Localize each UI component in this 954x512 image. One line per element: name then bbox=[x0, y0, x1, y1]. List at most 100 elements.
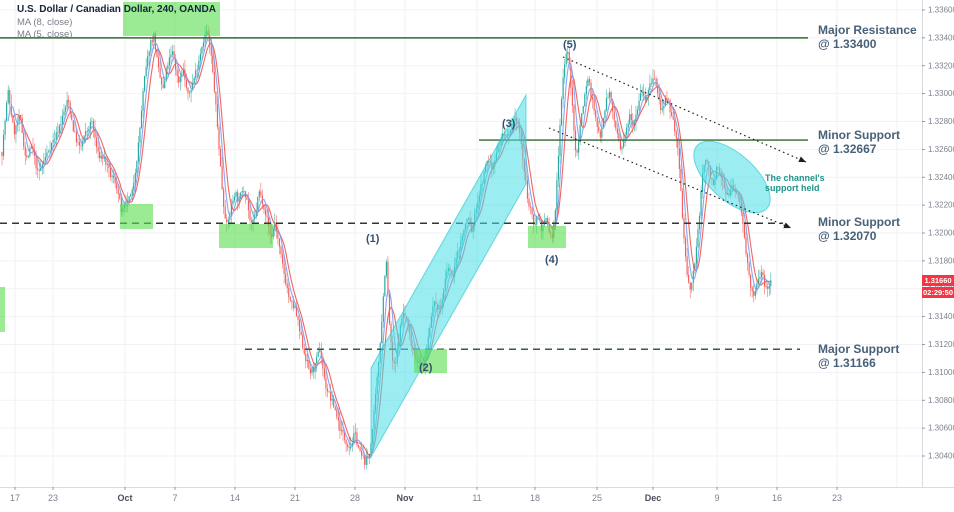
candle-down bbox=[657, 86, 659, 94]
candle-down bbox=[671, 112, 673, 116]
wave-label-5[interactable]: (5) bbox=[563, 39, 577, 51]
time-tick-label: 21 bbox=[290, 493, 300, 503]
candle-up bbox=[83, 135, 85, 142]
symbol-title[interactable]: U.S. Dollar / Canadian Dollar, 240, OAND… bbox=[17, 4, 216, 15]
candle-up bbox=[622, 139, 625, 148]
candle-up bbox=[756, 283, 758, 291]
candle-down bbox=[12, 115, 14, 122]
dotted-trendlines[interactable] bbox=[548, 56, 807, 231]
candle-down bbox=[591, 97, 594, 100]
candle-down bbox=[336, 409, 338, 417]
annotation-major-support[interactable]: Major Support @ 1.31166 bbox=[818, 342, 899, 370]
candle-down bbox=[333, 398, 335, 408]
wave-label-3[interactable]: (3) bbox=[502, 118, 516, 130]
candle-up bbox=[258, 191, 260, 198]
green-zone-box[interactable] bbox=[528, 226, 566, 248]
candle-up bbox=[316, 356, 318, 364]
indicator-label-ma5[interactable]: MA (5, close) bbox=[17, 29, 73, 40]
candle-down bbox=[268, 217, 270, 227]
dotted-trendline[interactable] bbox=[562, 56, 807, 163]
green-zone-box[interactable] bbox=[219, 224, 273, 248]
candle-down bbox=[348, 446, 350, 449]
candle-up bbox=[240, 192, 242, 199]
ellipse-highlight[interactable] bbox=[682, 128, 783, 225]
time-tick-label: 7 bbox=[172, 493, 177, 503]
candle-down bbox=[277, 231, 279, 239]
green-zone-box[interactable] bbox=[123, 2, 220, 36]
candle-up bbox=[382, 296, 384, 322]
time-tick-label: 11 bbox=[472, 493, 481, 503]
candle-down bbox=[10, 104, 12, 116]
candle-up bbox=[602, 118, 604, 128]
green-zone-box[interactable] bbox=[0, 287, 5, 332]
wave-label-1[interactable]: (1) bbox=[366, 233, 380, 245]
candle-down bbox=[612, 100, 614, 112]
candle-up bbox=[89, 122, 91, 130]
dotted-trendline[interactable] bbox=[548, 127, 792, 229]
candle-up bbox=[133, 182, 135, 190]
candle-up bbox=[274, 222, 276, 230]
candle-up bbox=[148, 51, 150, 56]
annotation-text-line: Minor Support bbox=[818, 128, 900, 142]
candle-up bbox=[144, 76, 146, 91]
candle-down bbox=[264, 209, 267, 216]
candle-up bbox=[150, 40, 152, 52]
candle-up bbox=[165, 69, 167, 81]
annotation-minor-support-upper[interactable]: Minor Support @ 1.32667 bbox=[818, 128, 900, 156]
green-zone-box[interactable] bbox=[120, 204, 153, 229]
candle-down bbox=[26, 155, 28, 158]
candle-up bbox=[554, 210, 556, 223]
candle-up bbox=[100, 155, 102, 159]
candle-down bbox=[767, 286, 769, 289]
candle-up bbox=[238, 198, 240, 202]
candle-down bbox=[78, 141, 81, 146]
candle-up bbox=[384, 275, 386, 297]
candle-down bbox=[97, 146, 99, 152]
candle-up bbox=[235, 192, 237, 197]
candle-up bbox=[385, 261, 387, 276]
candle-down bbox=[650, 83, 653, 85]
green-zone-box[interactable] bbox=[414, 349, 447, 373]
candle-down bbox=[528, 198, 530, 207]
time-axis[interactable]: 17 23 Oct 7 14 21 28 Nov 11 18 25 Dec 9 16 23 bbox=[10, 487, 842, 503]
ma-5-line bbox=[7, 37, 772, 459]
highlight-zones[interactable] bbox=[0, 2, 566, 373]
support-resistance-lines[interactable] bbox=[0, 37, 808, 350]
time-tick-label: 14 bbox=[230, 493, 240, 503]
candle-down bbox=[347, 444, 349, 447]
candle-up bbox=[700, 191, 702, 216]
candle-down bbox=[72, 120, 74, 132]
candle-down bbox=[9, 90, 11, 105]
candle-up bbox=[6, 102, 8, 121]
candle-up bbox=[229, 215, 231, 221]
candle-down bbox=[677, 138, 679, 149]
price-tick-label: 1.30400 bbox=[928, 452, 954, 461]
candle-up bbox=[58, 125, 60, 134]
candle-down bbox=[590, 82, 592, 98]
annotation-minor-support-lower[interactable]: Minor Support @ 1.32070 bbox=[818, 215, 900, 243]
candle-down bbox=[540, 220, 542, 232]
candle-up bbox=[182, 69, 184, 75]
wave-label-4[interactable]: (4) bbox=[545, 254, 559, 266]
candle-up bbox=[635, 114, 637, 122]
annotation-major-resistance[interactable]: Major Resistance @ 1.33400 bbox=[818, 23, 917, 51]
candle-down bbox=[114, 177, 116, 184]
candle-down bbox=[297, 316, 299, 320]
candle-down bbox=[299, 319, 301, 332]
annotation-channel-note[interactable]: The channel's support held bbox=[765, 173, 825, 193]
candle-down bbox=[618, 133, 620, 141]
candle-up bbox=[134, 172, 136, 183]
trend-channel[interactable] bbox=[370, 93, 527, 459]
candle-down bbox=[20, 115, 22, 118]
candle-up bbox=[85, 130, 87, 136]
candle-down bbox=[38, 169, 40, 171]
indicator-label-ma8[interactable]: MA (8, close) bbox=[17, 16, 73, 28]
price-tick-label: 1.31200 bbox=[928, 340, 954, 349]
candle-up bbox=[381, 321, 383, 344]
chart-legend: U.S. Dollar / Canadian Dollar, 240, OAND… bbox=[17, 4, 216, 40]
candle-up bbox=[196, 69, 198, 71]
candle-down bbox=[223, 189, 225, 207]
candle-down bbox=[323, 368, 325, 378]
wave-label-2[interactable]: (2) bbox=[419, 362, 433, 374]
